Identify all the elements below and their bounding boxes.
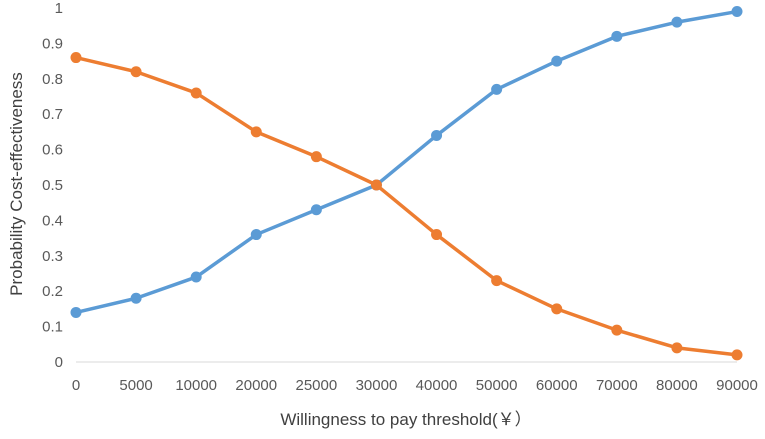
y-tick-label: 0.9 [42,35,63,52]
x-tick-label: 30000 [356,377,398,394]
series-2-point [671,342,683,354]
y-tick-label: 0.5 [42,177,63,194]
series-1-point [250,229,262,241]
series-2-point [370,179,382,191]
y-axis-title: Probability Cost-effectiveness [7,72,26,296]
series-1-point [130,292,142,304]
x-tick-label: 10000 [175,377,217,394]
series-1-point [491,83,503,95]
series-1-point [731,6,743,18]
y-tick-label: 0.1 [42,319,63,336]
x-tick-label: 80000 [656,377,698,394]
series-2-point [310,151,322,163]
y-tick-labels: 0 0.1 0.2 0.3 0.4 0.5 0.6 0.7 0.8 0.9 1 [42,0,63,371]
series-1-point [310,204,322,216]
series-1-line [75,9,738,315]
series-2 [70,52,743,361]
series-1 [70,6,743,318]
series-layer [70,6,743,361]
y-tick-label: 0 [55,354,63,371]
y-tick-label: 0.8 [42,71,63,88]
series-2-line [75,55,738,357]
x-axis-title: Willingness to pay threshold(￥） [280,410,531,429]
x-tick-label: 25000 [296,377,338,394]
y-tick-label: 0.6 [42,142,63,159]
series-1-point [551,55,563,67]
series-2-point [731,349,743,361]
y-tick-label: 0.7 [42,106,63,123]
series-2-point [70,52,82,64]
x-tick-label: 70000 [596,377,638,394]
series-2-point [130,66,142,78]
y-tick-label: 0.4 [42,212,63,229]
series-1-point [671,16,683,28]
x-tick-label: 60000 [536,377,578,394]
x-tick-label: 90000 [716,377,758,394]
series-1-point [611,30,623,42]
x-tick-labels: 0 5000 10000 20000 25000 30000 40000 50000 60000… [72,377,758,394]
y-tick-label: 0.2 [42,283,63,300]
y-tick-label: 1 [55,0,63,17]
series-1-point [70,306,82,318]
series-2-point [250,126,262,138]
series-2-point [431,229,443,241]
series-2-point [491,275,503,287]
x-tick-label: 50000 [476,377,518,394]
x-tick-label: 40000 [416,377,458,394]
series-2-point [551,303,563,315]
x-tick-label: 5000 [119,377,152,394]
series-2-point [611,324,623,336]
y-tick-label: 0.3 [42,248,63,265]
series-1-point [431,129,443,141]
x-tick-label: 20000 [235,377,277,394]
x-tick-label: 0 [72,377,80,394]
series-2-point [190,87,202,99]
series-1-point [190,271,202,283]
